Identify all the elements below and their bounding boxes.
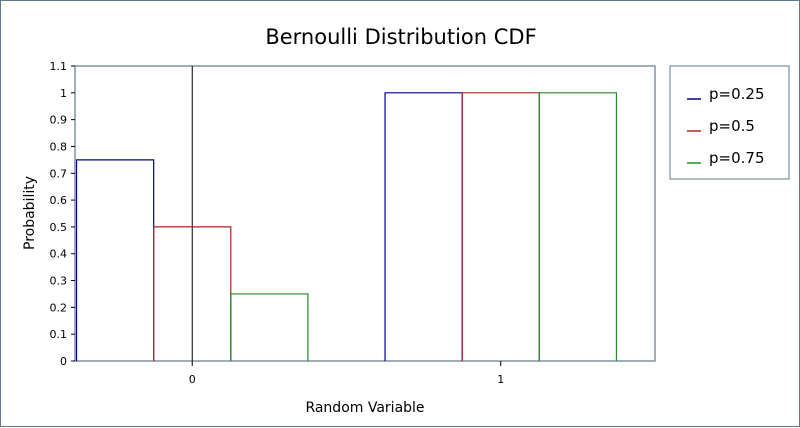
bar-p05-x1 bbox=[461, 92, 540, 361]
bar-p075-x0 bbox=[230, 293, 309, 361]
y-tick-label: 0.6 bbox=[50, 194, 68, 207]
legend-label: p=0.25 bbox=[709, 85, 765, 103]
y-tick-label: 0.8 bbox=[50, 140, 68, 153]
legend-label: p=0.5 bbox=[709, 117, 755, 135]
x-tick-label: 1 bbox=[497, 373, 504, 386]
legend-label: p=0.75 bbox=[709, 149, 765, 167]
chart-title: Bernoulli Distribution CDF bbox=[265, 25, 536, 49]
legend-box bbox=[669, 65, 790, 180]
y-tick-label: 0.5 bbox=[50, 221, 68, 234]
x-axis-label: Random Variable bbox=[305, 400, 424, 416]
y-tick-label: 0 bbox=[60, 355, 67, 368]
bar-p025-x1 bbox=[384, 92, 463, 361]
bar-p075-x1 bbox=[538, 92, 618, 361]
y-tick-label: 0.9 bbox=[50, 114, 68, 127]
y-tick-label: 0.2 bbox=[50, 301, 68, 314]
x-tick-label: 0 bbox=[189, 373, 196, 386]
bar-p025-x0 bbox=[75, 159, 155, 361]
y-axis-label: Probability bbox=[22, 176, 38, 250]
y-tick-label: 1 bbox=[60, 87, 67, 100]
y-tick-label: 1.1 bbox=[50, 60, 68, 73]
y-tick-label: 0.3 bbox=[50, 275, 68, 288]
y-tick-label: 0.7 bbox=[50, 167, 68, 180]
plot-area bbox=[74, 65, 656, 362]
y-tick-label: 0.1 bbox=[50, 328, 68, 341]
y-tick-label: 0.4 bbox=[50, 248, 68, 261]
